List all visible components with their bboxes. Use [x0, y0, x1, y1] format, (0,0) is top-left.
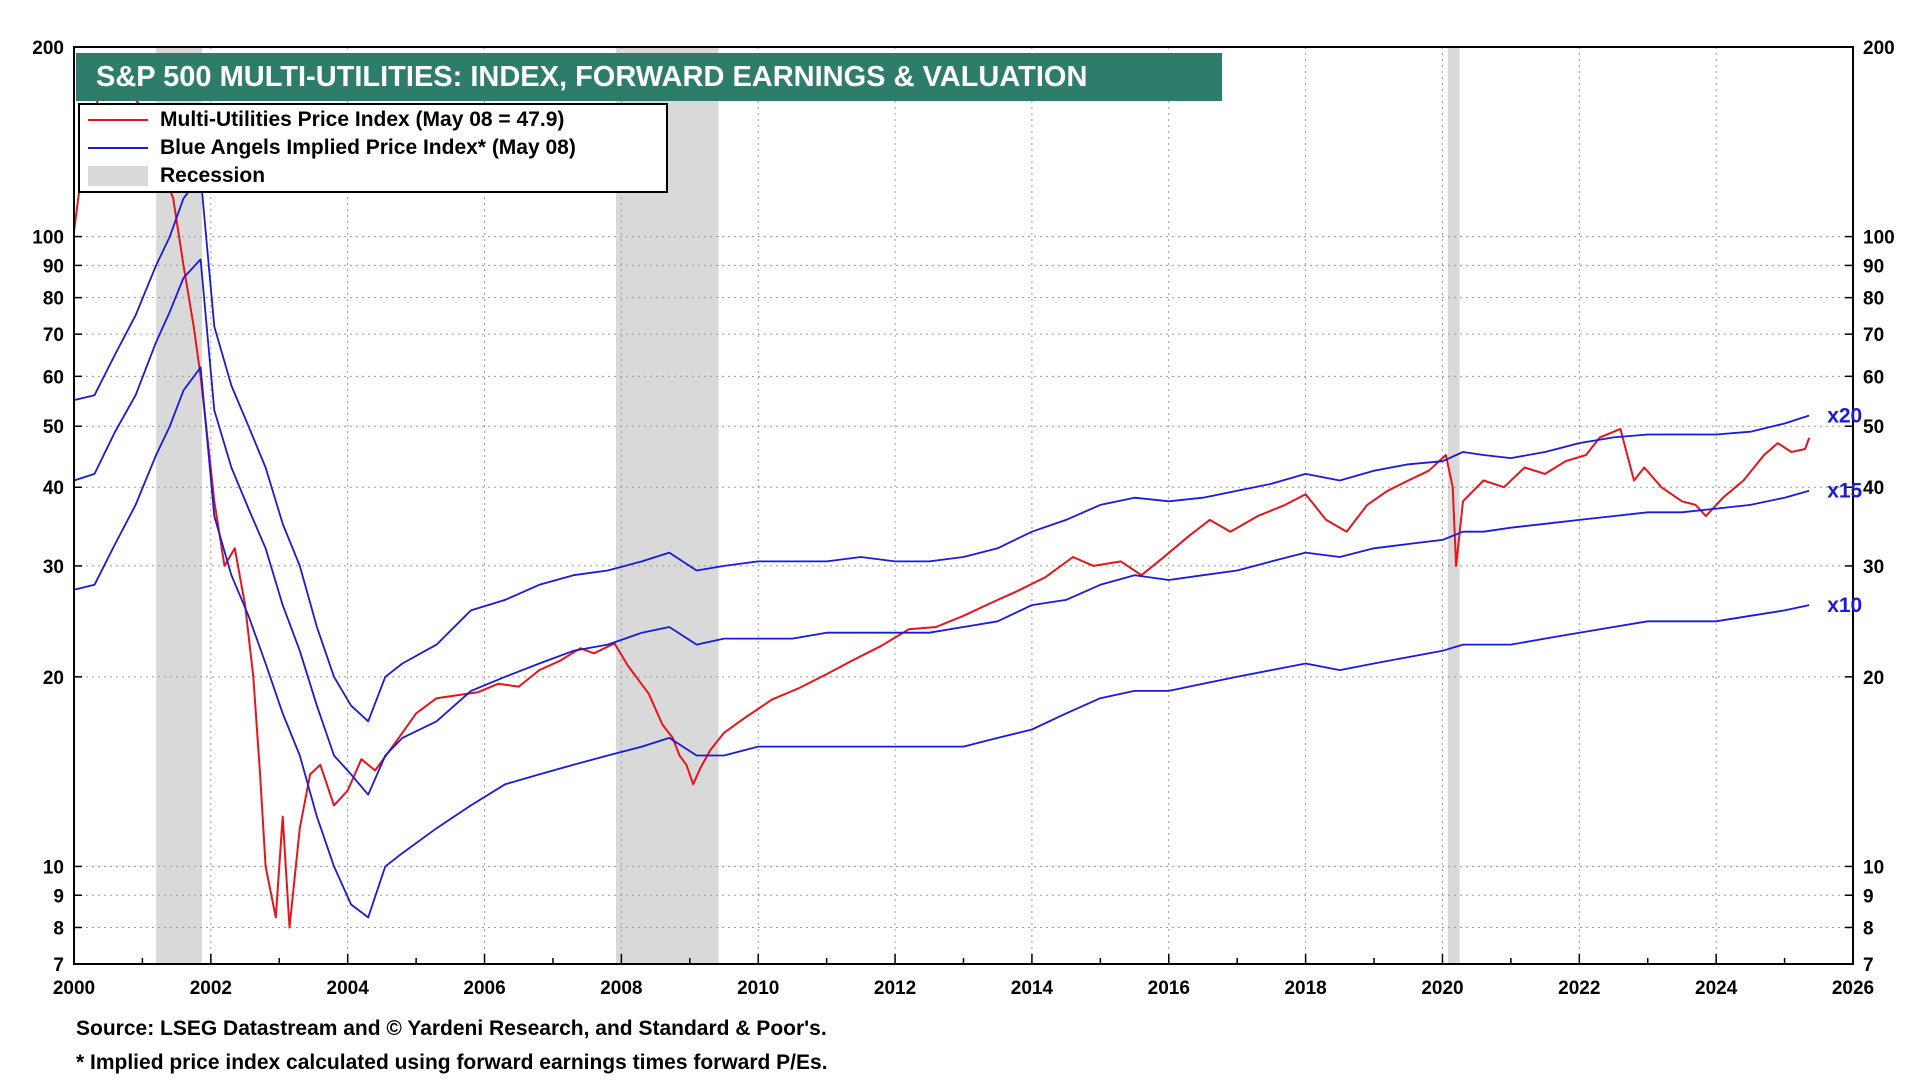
series-line-x15	[73, 258, 1810, 796]
x-tick-label: 2010	[737, 978, 779, 999]
y-tick-label-right: 9	[1863, 886, 1874, 907]
x-tick-label: 2014	[1011, 978, 1054, 999]
legend-label-implied: Blue Angels Implied Price Index* (May 08…	[160, 136, 576, 159]
x-tick-label: 2012	[874, 978, 916, 999]
series-label-x10: x10	[1827, 594, 1862, 617]
y-tick-label-left: 70	[43, 325, 64, 346]
y-tick-label-right: 50	[1863, 417, 1884, 438]
y-tick-label-right: 200	[1863, 38, 1895, 59]
y-tick-label-right: 60	[1863, 367, 1884, 388]
y-tick-label-right: 40	[1863, 478, 1884, 499]
x-tick-label: 2018	[1284, 978, 1326, 999]
y-tick-label-left: 60	[43, 367, 64, 388]
legend-swatch-recession	[88, 166, 148, 186]
series-line-price	[73, 82, 1811, 929]
y-tick-label-right: 100	[1863, 228, 1895, 249]
y-tick-label-left: 80	[43, 289, 64, 310]
x-tick-label: 2020	[1421, 978, 1463, 999]
legend-label-price: Multi-Utilities Price Index (May 08 = 47…	[160, 108, 565, 131]
y-tick-label-left: 90	[43, 256, 64, 277]
y-tick-label-left: 8	[53, 918, 64, 939]
y-tick-label-left: 10	[43, 857, 64, 878]
y-tick-label-right: 20	[1863, 668, 1884, 689]
y-tick-label-right: 8	[1863, 918, 1874, 939]
x-tick-label: 2016	[1148, 978, 1190, 999]
y-tick-label-right: 30	[1863, 557, 1884, 578]
series-label-x15: x15	[1827, 480, 1862, 503]
y-tick-label-right: 10	[1863, 857, 1884, 878]
y-tick-label-left: 200	[32, 38, 64, 59]
legend-swatch-price	[88, 119, 148, 121]
x-tick-label: 2026	[1832, 978, 1874, 999]
y-tick-label-left: 30	[43, 557, 64, 578]
series-line-x20	[73, 174, 1810, 723]
y-tick-label-right: 7	[1863, 955, 1874, 976]
y-tick-label-left: 9	[53, 886, 64, 907]
series-lines	[73, 82, 1811, 929]
source-note: Source: LSEG Datastream and © Yardeni Re…	[76, 1017, 827, 1040]
recession-band	[615, 47, 719, 964]
y-tick-label-left: 100	[32, 228, 64, 249]
y-tick-label-right: 70	[1863, 325, 1884, 346]
x-tick-label: 2024	[1695, 978, 1738, 999]
x-tick-label: 2008	[600, 978, 642, 999]
y-tick-label-left: 50	[43, 417, 64, 438]
legend-swatch-implied	[88, 147, 148, 149]
x-tick-label: 2000	[53, 978, 95, 999]
y-tick-label-left: 40	[43, 478, 64, 499]
implied-note: * Implied price index calculated using f…	[76, 1051, 828, 1074]
recession-band	[156, 47, 202, 964]
legend-label-recession: Recession	[160, 164, 266, 187]
legend-item-price: Multi-Utilities Price Index (May 08 = 47…	[88, 108, 564, 132]
y-tick-label-left: 20	[43, 668, 64, 689]
y-axis-right: 7 8 9 10 20 30 40 50 60 70 80 90 100 200	[1845, 38, 1895, 976]
gridlines	[74, 47, 1853, 964]
x-tick-label: 2006	[463, 978, 505, 999]
chart-title: S&P 500 MULTI-UTILITIES: INDEX, FORWARD …	[76, 53, 1222, 101]
x-tick-label: 2004	[327, 978, 370, 999]
series-label-x20: x20	[1827, 404, 1862, 427]
x-tick-label: 2002	[190, 978, 232, 999]
legend-item-implied: Blue Angels Implied Price Index* (May 08…	[88, 136, 576, 160]
series-line-x10	[73, 366, 1810, 919]
y-tick-label-right: 90	[1863, 256, 1884, 277]
legend: Multi-Utilities Price Index (May 08 = 47…	[78, 103, 668, 193]
y-axis-left: 7 8 9 10 20 30 40 50 60 70 80 90 100 200	[32, 38, 82, 976]
series-labels: x20 x15 x10	[1827, 404, 1862, 617]
x-axis: 2000 2002 2004 2006 2008 2010 2012 2014 2016 2018…	[53, 954, 1874, 999]
y-tick-label-left: 7	[53, 955, 64, 976]
x-tick-label: 2022	[1558, 978, 1600, 999]
y-tick-label-right: 80	[1863, 289, 1884, 310]
legend-item-recession: Recession	[88, 164, 265, 188]
